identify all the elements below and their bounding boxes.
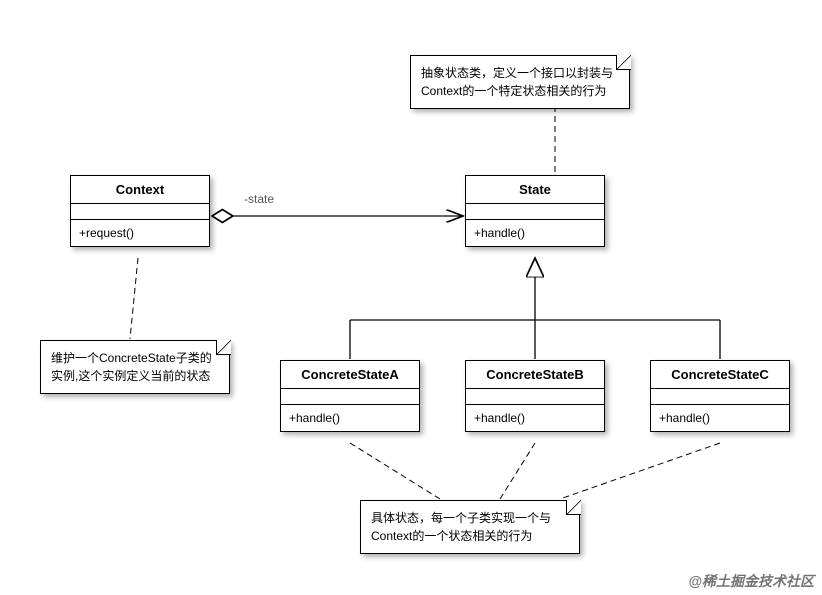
class-context: Context +request() bbox=[70, 175, 210, 247]
class-state-ops: +handle() bbox=[466, 220, 604, 246]
edge-label-state: -state bbox=[244, 192, 274, 206]
class-context-attrs bbox=[71, 204, 209, 220]
edge-note-concrete-b bbox=[500, 443, 535, 499]
note-context: 维护一个ConcreteState子类的实例,这个实例定义当前的状态 bbox=[40, 340, 230, 394]
class-concrete-c: ConcreteStateC +handle() bbox=[650, 360, 790, 432]
class-concrete-b-attrs bbox=[466, 389, 604, 405]
class-concrete-b: ConcreteStateB +handle() bbox=[465, 360, 605, 432]
class-state-name: State bbox=[466, 176, 604, 204]
class-concrete-c-ops: +handle() bbox=[651, 405, 789, 431]
watermark: @稀土掘金技术社区 bbox=[688, 571, 814, 591]
edge-note-concrete-a bbox=[350, 443, 440, 499]
class-state: State +handle() bbox=[465, 175, 605, 247]
class-context-name: Context bbox=[71, 176, 209, 204]
note-concrete: 具体状态，每一个子类实现一个与Context的一个状态相关的行为 bbox=[360, 500, 580, 554]
class-concrete-c-attrs bbox=[651, 389, 789, 405]
edge-note-concrete-c bbox=[560, 443, 720, 499]
class-concrete-b-name: ConcreteStateB bbox=[466, 361, 604, 389]
edge-note-context bbox=[130, 258, 138, 339]
class-state-attrs bbox=[466, 204, 604, 220]
class-concrete-a-attrs bbox=[281, 389, 419, 405]
class-concrete-c-name: ConcreteStateC bbox=[651, 361, 789, 389]
class-concrete-b-ops: +handle() bbox=[466, 405, 604, 431]
class-concrete-a: ConcreteStateA +handle() bbox=[280, 360, 420, 432]
note-state: 抽象状态类，定义一个接口以封装与Context的一个特定状态相关的行为 bbox=[410, 55, 630, 109]
class-concrete-a-ops: +handle() bbox=[281, 405, 419, 431]
class-context-ops: +request() bbox=[71, 220, 209, 246]
class-concrete-a-name: ConcreteStateA bbox=[281, 361, 419, 389]
